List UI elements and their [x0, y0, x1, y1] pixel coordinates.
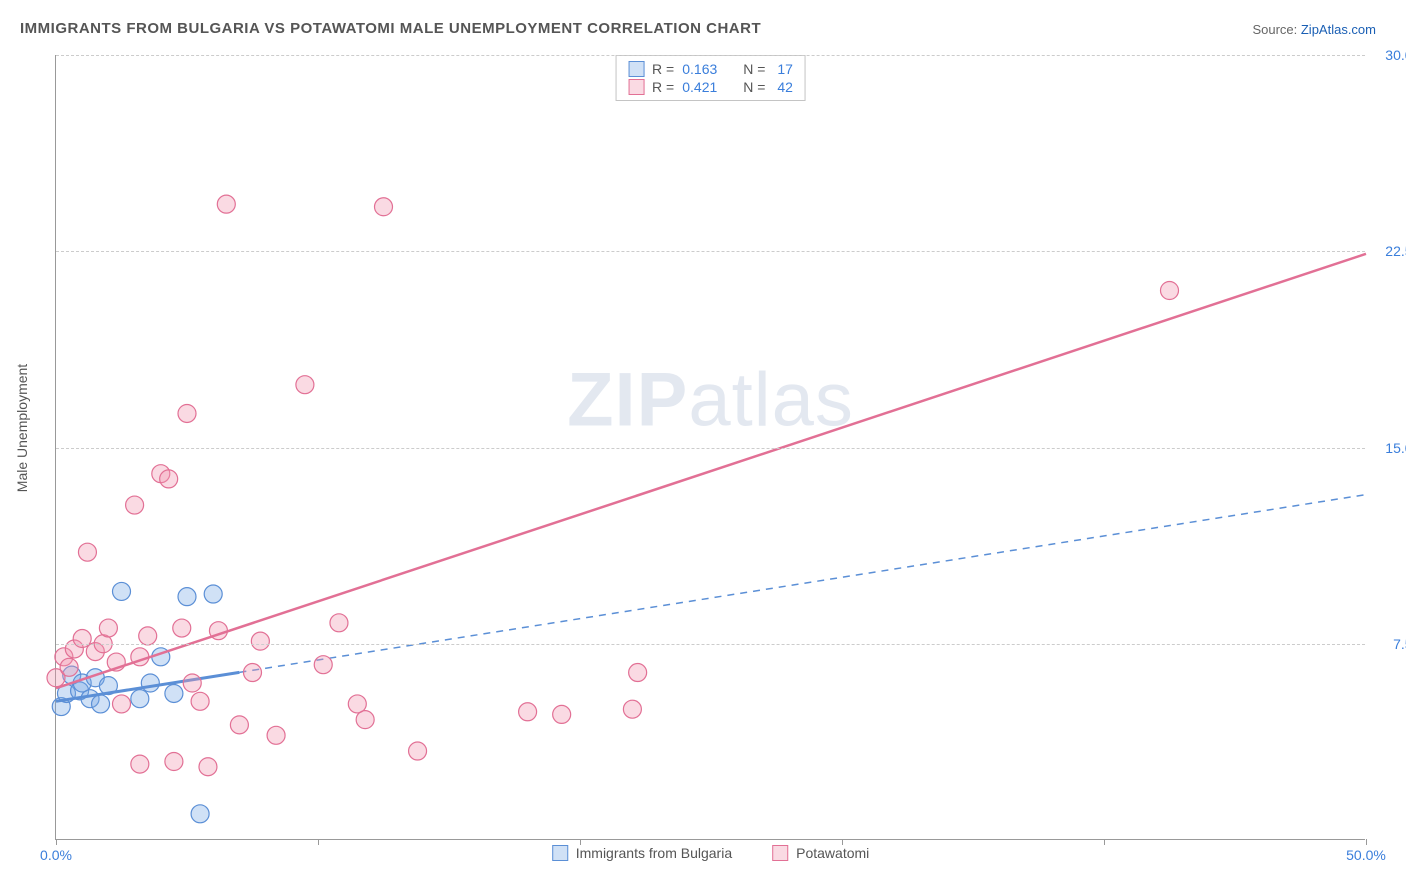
x-tick-label: 50.0%: [1346, 847, 1386, 863]
gridline: [56, 644, 1365, 645]
gridline: [56, 251, 1365, 252]
gridline: [56, 55, 1365, 56]
data-point: [204, 585, 222, 603]
legend-series-item: Potawatomi: [772, 845, 869, 861]
source-link[interactable]: ZipAtlas.com: [1301, 22, 1376, 37]
x-tick-label: 0.0%: [40, 847, 72, 863]
x-tick: [318, 839, 319, 845]
data-point: [99, 619, 117, 637]
y-tick-label: 30.0%: [1385, 47, 1406, 63]
data-point: [1161, 282, 1179, 300]
data-point: [131, 690, 149, 708]
data-point: [296, 376, 314, 394]
x-tick: [56, 839, 57, 845]
data-point: [165, 753, 183, 771]
data-point: [330, 614, 348, 632]
y-tick-label: 15.0%: [1385, 440, 1406, 456]
gridline: [56, 448, 1365, 449]
data-point: [126, 496, 144, 514]
data-point: [409, 742, 427, 760]
trend-line: [56, 254, 1366, 688]
legend-series-item: Immigrants from Bulgaria: [552, 845, 732, 861]
chart-container: IMMIGRANTS FROM BULGARIA VS POTAWATOMI M…: [0, 0, 1406, 892]
data-point: [375, 198, 393, 216]
data-point: [230, 716, 248, 734]
legend-series: Immigrants from Bulgaria Potawatomi: [552, 845, 870, 861]
trend-line: [239, 495, 1366, 673]
data-point: [78, 543, 96, 561]
data-point: [141, 674, 159, 692]
data-point: [191, 805, 209, 823]
data-point: [244, 664, 262, 682]
data-point: [629, 664, 647, 682]
data-point: [553, 705, 571, 723]
data-point: [217, 195, 235, 213]
data-point: [183, 674, 201, 692]
data-point: [173, 619, 191, 637]
data-point: [165, 684, 183, 702]
data-point: [113, 582, 131, 600]
data-point: [160, 470, 178, 488]
chart-title: IMMIGRANTS FROM BULGARIA VS POTAWATOMI M…: [20, 20, 761, 37]
x-tick: [580, 839, 581, 845]
data-point: [139, 627, 157, 645]
x-tick: [1104, 839, 1105, 845]
data-point: [178, 588, 196, 606]
data-point: [623, 700, 641, 718]
legend-series-name: Immigrants from Bulgaria: [576, 845, 732, 861]
data-point: [60, 658, 78, 676]
y-tick-label: 22.5%: [1385, 243, 1406, 259]
source-label: Source: ZipAtlas.com: [1252, 22, 1376, 37]
data-point: [131, 755, 149, 773]
x-tick: [1366, 839, 1367, 845]
data-point: [113, 695, 131, 713]
x-tick: [842, 839, 843, 845]
data-point: [73, 630, 91, 648]
legend-swatch: [772, 845, 788, 861]
data-point: [199, 758, 217, 776]
data-point: [92, 695, 110, 713]
legend-series-name: Potawatomi: [796, 845, 869, 861]
data-point: [314, 656, 332, 674]
data-point: [191, 692, 209, 710]
data-point: [356, 711, 374, 729]
data-point: [251, 632, 269, 650]
source-prefix: Source:: [1252, 22, 1300, 37]
data-point: [519, 703, 537, 721]
y-axis-title: Male Unemployment: [14, 364, 30, 492]
legend-swatch: [552, 845, 568, 861]
plot-area: ZIPatlas R =0.163N = 17R =0.421N = 42 Im…: [55, 55, 1365, 840]
data-point: [267, 726, 285, 744]
y-tick-label: 7.5%: [1393, 636, 1406, 652]
data-point: [178, 404, 196, 422]
